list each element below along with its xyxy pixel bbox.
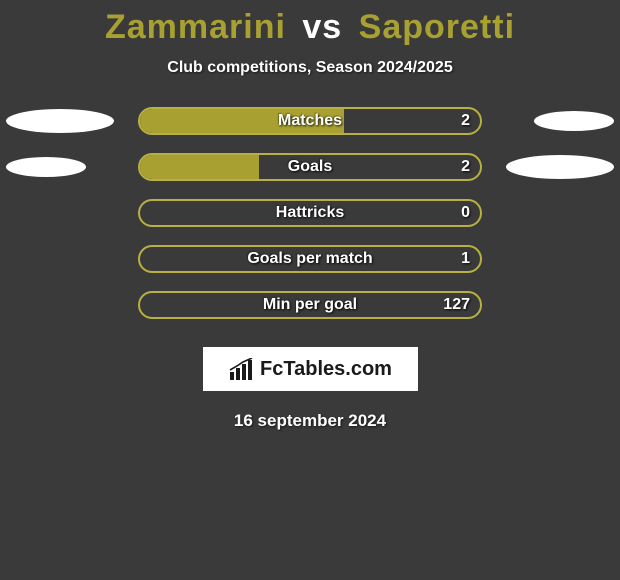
stat-bar: Goals [138,153,482,181]
page-title: Zammarini vs Saporetti [0,8,620,47]
stat-label: Matches [278,112,342,130]
stat-label: Goals per match [247,250,372,268]
stat-row: 3Matches2 [0,107,620,135]
stat-value-right: 0 [461,204,470,222]
stat-row: Goals 2 [0,153,620,181]
right-marker-ellipse [506,155,614,179]
stat-value-right: 1 [461,250,470,268]
title-player1: Zammarini [105,8,286,46]
title-player2: Saporetti [359,8,515,46]
stat-label: Goals [288,158,332,176]
left-marker-ellipse [6,109,114,133]
stat-value-right: 2 [461,158,470,176]
stat-row: Min per goal 127 [0,291,620,319]
stat-row: Goals per match 1 [0,245,620,273]
date-line: 16 september 2024 [0,411,620,431]
stat-bar: Hattricks [138,199,482,227]
stat-rows: 3Matches2Goals2Hattricks0Goals per match… [0,107,620,319]
comparison-widget: Zammarini vs Saporetti Club competitions… [0,0,620,431]
stat-value-right: 2 [461,112,470,130]
logo-box[interactable]: FcTables.com [203,347,418,391]
stat-row: Hattricks 0 [0,199,620,227]
stat-bar: Goals per match [138,245,482,273]
title-vs: vs [302,8,342,46]
stat-value-right: 127 [443,296,470,314]
stat-label: Hattricks [276,204,344,222]
stat-bar: Matches [138,107,482,135]
logo-text: FcTables.com [260,358,392,381]
right-marker-ellipse [534,111,614,131]
subtitle: Club competitions, Season 2024/2025 [0,59,620,77]
stat-bar: Min per goal [138,291,482,319]
left-marker-ellipse [6,157,86,177]
bar-chart-icon [228,358,254,380]
stat-bar-fill [140,155,259,179]
stat-label: Min per goal [263,296,357,314]
